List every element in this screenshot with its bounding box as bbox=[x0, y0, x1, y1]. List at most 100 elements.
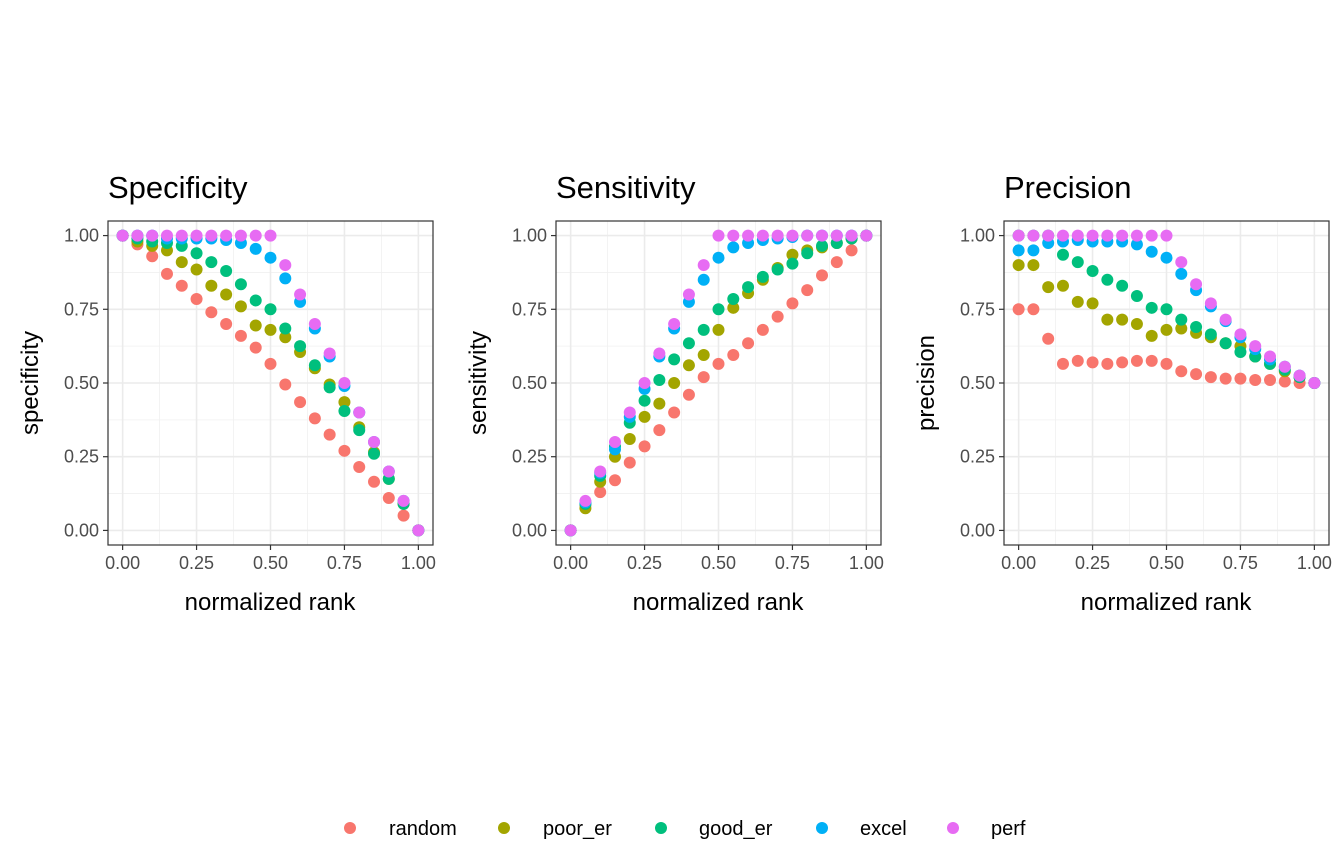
precision-point-random bbox=[1204, 371, 1217, 384]
specificity-point-random bbox=[160, 267, 173, 280]
sensitivity-point-random bbox=[845, 244, 858, 257]
specificity-panel-title: Specificity bbox=[108, 170, 248, 205]
precision-point-excel bbox=[1160, 251, 1173, 264]
precision-point-good-er bbox=[1116, 279, 1129, 292]
specificity-point-excel bbox=[264, 251, 277, 264]
sensitivity-point-poor-er bbox=[727, 301, 740, 314]
precision-grid bbox=[1004, 221, 1329, 545]
precision-y-tick-label: 0.00 bbox=[960, 520, 995, 540]
sensitivity-y-tick-label: 0.00 bbox=[512, 520, 547, 540]
sensitivity-y-tick-label: 0.75 bbox=[512, 299, 547, 319]
precision-point-good-er bbox=[1130, 290, 1143, 303]
precision-point-excel bbox=[1175, 267, 1188, 280]
sensitivity-panel-title: Sensitivity bbox=[556, 170, 696, 205]
specificity-point-good-er bbox=[264, 303, 277, 316]
specificity-point-random bbox=[190, 292, 203, 305]
sensitivity-x-axis-label: normalized rank bbox=[633, 589, 805, 616]
specificity-point-random bbox=[294, 396, 307, 409]
precision-y-axis: 0.00 0.25 0.50 0.75 1.00 bbox=[960, 226, 1004, 540]
sensitivity-point-poor-er bbox=[653, 397, 666, 410]
precision-y-axis-label: precision bbox=[913, 335, 940, 431]
specificity-point-perf bbox=[412, 524, 425, 537]
sensitivity-point-good-er bbox=[682, 337, 695, 350]
sensitivity-point-random bbox=[623, 456, 636, 469]
sensitivity-x-tick-label: 0.00 bbox=[553, 553, 588, 573]
sensitivity-point-perf bbox=[564, 524, 577, 537]
sensitivity-y-axis-label: sensitivity bbox=[465, 331, 492, 435]
specificity-point-random bbox=[397, 509, 410, 522]
specificity-y-tick-label: 1.00 bbox=[64, 226, 99, 246]
sensitivity-point-perf bbox=[668, 318, 681, 331]
precision-y-tick-label: 0.50 bbox=[960, 373, 995, 393]
precision-point-random bbox=[1130, 354, 1143, 367]
specificity-point-good-er bbox=[249, 294, 262, 307]
sensitivity-point-perf bbox=[860, 229, 873, 242]
sensitivity-point-random bbox=[816, 269, 829, 282]
sensitivity-point-random bbox=[682, 388, 695, 401]
specificity-point-perf bbox=[146, 229, 159, 242]
sensitivity-point-perf bbox=[727, 229, 740, 242]
legend-label-perf: perf bbox=[991, 818, 1026, 840]
specificity-point-random bbox=[382, 491, 395, 504]
precision-point-perf bbox=[1042, 229, 1055, 242]
precision-point-perf bbox=[1249, 340, 1262, 353]
precision-point-perf bbox=[1116, 229, 1129, 242]
precision-y-tick-label: 1.00 bbox=[960, 226, 995, 246]
specificity-point-random bbox=[323, 428, 336, 441]
precision-point-perf bbox=[1264, 350, 1277, 363]
sensitivity-point-random bbox=[668, 406, 681, 419]
specificity-point-random bbox=[249, 341, 262, 354]
precision-point-good-er bbox=[1175, 313, 1188, 326]
specificity-point-random bbox=[146, 250, 159, 263]
sensitivity-point-random bbox=[801, 284, 814, 297]
precision-point-perf bbox=[1234, 328, 1247, 341]
sensitivity-x-axis: 0.00 0.25 0.50 0.75 1.00 bbox=[553, 545, 884, 573]
specificity-point-perf bbox=[323, 347, 336, 360]
precision-x-tick-label: 0.25 bbox=[1075, 553, 1110, 573]
legend-label-poor-er: poor_er bbox=[543, 818, 612, 840]
specificity-point-perf bbox=[368, 435, 381, 448]
sensitivity-point-random bbox=[756, 323, 769, 336]
specificity-point-good-er bbox=[234, 278, 247, 291]
sensitivity-point-random bbox=[830, 256, 843, 269]
sensitivity-x-tick-label: 0.75 bbox=[775, 553, 810, 573]
sensitivity-y-tick-label: 0.25 bbox=[512, 447, 547, 467]
specificity-x-tick-label: 1.00 bbox=[401, 553, 436, 573]
precision-point-poor-er bbox=[1160, 323, 1173, 336]
precision-point-perf bbox=[1130, 229, 1143, 242]
precision-panel-title: Precision bbox=[1004, 170, 1132, 205]
specificity-point-random bbox=[205, 306, 218, 319]
specificity-point-poor-er bbox=[234, 300, 247, 313]
precision-point-perf bbox=[1071, 229, 1084, 242]
specificity-point-perf bbox=[205, 229, 218, 242]
specificity-point-good-er bbox=[323, 381, 336, 394]
precision-x-axis: 0.00 0.25 0.50 0.75 1.00 bbox=[1001, 545, 1332, 573]
specificity-point-poor-er bbox=[220, 288, 233, 301]
sensitivity-point-random bbox=[712, 357, 725, 370]
specificity-point-good-er bbox=[308, 359, 321, 372]
specificity-points bbox=[116, 229, 425, 537]
specificity-point-good-er bbox=[279, 322, 292, 335]
specificity-x-tick-label: 0.50 bbox=[253, 553, 288, 573]
precision-point-perf bbox=[1012, 229, 1025, 242]
specificity-point-perf bbox=[353, 406, 366, 419]
precision-point-good-er bbox=[1204, 328, 1217, 341]
legend-key-poor-er bbox=[498, 822, 510, 834]
precision-point-random bbox=[1101, 357, 1114, 370]
sensitivity-point-good-er bbox=[756, 270, 769, 283]
precision-point-random bbox=[1175, 365, 1188, 378]
precision-point-random bbox=[1190, 368, 1203, 381]
precision-point-good-er bbox=[1056, 248, 1069, 261]
precision-point-poor-er bbox=[1116, 313, 1129, 326]
precision-x-axis-label: normalized rank bbox=[1081, 589, 1253, 616]
precision-point-poor-er bbox=[1175, 322, 1188, 335]
sensitivity-point-good-er bbox=[697, 323, 710, 336]
precision-point-random bbox=[1027, 303, 1040, 316]
sensitivity-y-tick-label: 1.00 bbox=[512, 226, 547, 246]
specificity-point-perf bbox=[220, 229, 233, 242]
specificity-point-random bbox=[264, 357, 277, 370]
sensitivity-point-excel bbox=[712, 251, 725, 264]
precision-point-random bbox=[1278, 375, 1291, 388]
precision-panel: Precision normalized rank precision 0.00… bbox=[913, 170, 1332, 616]
